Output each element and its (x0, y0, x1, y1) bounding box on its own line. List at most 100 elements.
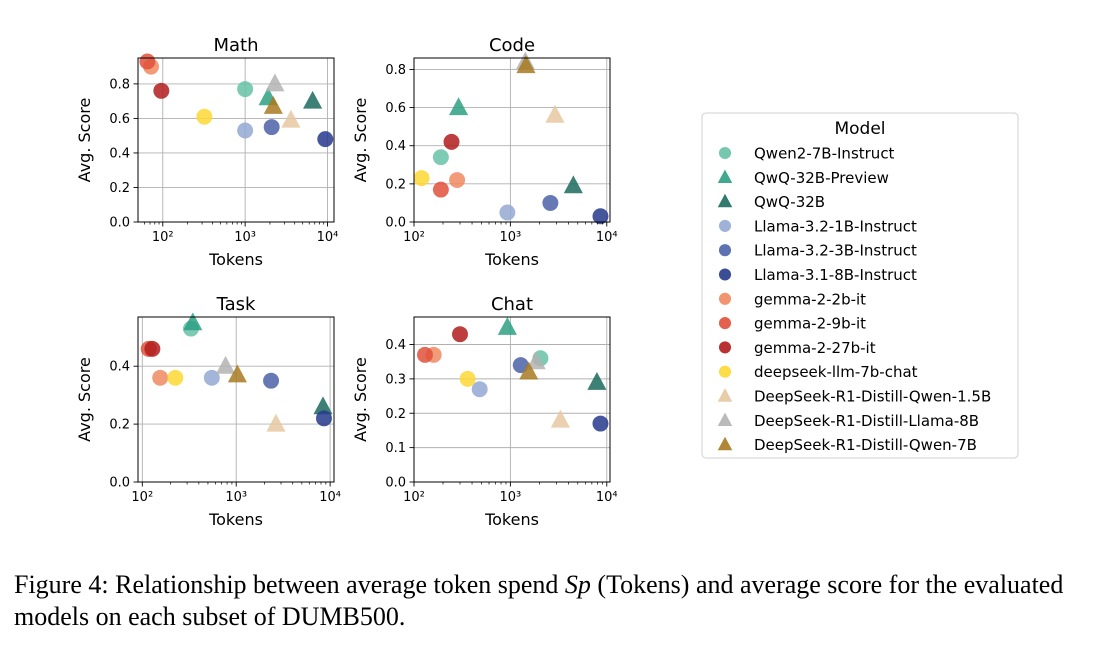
point-task-llama-3-2-1b-instruct (203, 369, 220, 386)
legend-marker-gemma-2-2b-it (718, 292, 732, 305)
point-math-deepseek-r1-distill-llama-8b (265, 73, 285, 92)
subplot-task: 10² 10³ 10⁴ 0.0 0.2 0.4 Task Tokens Avg. Score (75, 294, 341, 529)
point-task-deepseek-llm-7b-chat (167, 369, 184, 386)
subplot-title: Math (213, 35, 258, 56)
subplot-title: Code (489, 35, 535, 56)
legend-marker-qwen2-7b-instruct (718, 146, 732, 160)
legend-marker-deepseek-r1-distill-qwen-7b (717, 436, 733, 451)
x-tick-label: 10⁴ (596, 230, 618, 245)
y-tick-label: 0.2 (385, 177, 406, 192)
legend-item-deepseek-r1-distill-qwen-1-5b: DeepSeek-R1-Distill-Qwen-1.5B (717, 388, 991, 406)
legend-item-gemma-2-9b-it: gemma-2-9b-it (718, 315, 866, 333)
x-tick-label: 10⁴ (596, 490, 618, 505)
point-code-llama-3-2-1b-instruct (499, 204, 516, 221)
legend-item-qwq-32b: QwQ-32B (717, 193, 825, 211)
caption-text-end: . (398, 602, 406, 631)
point-math-gemma-2-9b-it (139, 53, 156, 70)
point-chat-llama-3-2-1b-instruct (471, 381, 488, 398)
point-chat-deepseek-r1-distill-qwen-1-5b (550, 409, 570, 428)
x-tick-label: 10³ (500, 230, 522, 245)
legend-item-gemma-2-2b-it: gemma-2-2b-it (718, 290, 866, 308)
legend-item-llama-3-1-8b-instruct: Llama-3.1-8B-Instruct (718, 266, 917, 284)
x-axis-label: Tokens (484, 250, 539, 269)
point-math-llama-3-1-8b-instruct (317, 131, 334, 148)
legend-label-deepseek-r1-distill-llama-8b: DeepSeek-R1-Distill-Llama-8B (754, 412, 979, 430)
y-tick-label: 0.0 (109, 216, 130, 231)
y-axis-label: Avg. Score (75, 98, 94, 183)
subplot-code: 10² 10³ 10⁴ 0.0 0.2 0.4 0.6 0.8 Code Tokens Avg. S… (351, 35, 618, 269)
y-tick-label: 0.8 (109, 77, 130, 92)
point-chat-qwq-32b (587, 371, 607, 390)
legend-box (701, 112, 1019, 459)
point-task-qwq-32b (313, 396, 333, 415)
point-chat-deepseek-llm-7b-chat (459, 370, 476, 387)
y-tick-label: 0.8 (385, 63, 406, 78)
x-tick-label: 10² (152, 230, 174, 245)
legend-label-qwq-32b: QwQ-32B (754, 193, 825, 211)
y-axis-label: Avg. Score (351, 357, 370, 442)
legend-label-llama-3-1-8b-instruct: Llama-3.1-8B-Instruct (754, 266, 917, 284)
legend-label-gemma-2-2b-it: gemma-2-2b-it (754, 290, 866, 308)
point-code-llama-3-2-3b-instruct (542, 194, 559, 211)
point-code-deepseek-r1-distill-qwen-1-5b (545, 104, 565, 123)
legend-marker-deepseek-r1-distill-qwen-1-5b (717, 388, 733, 402)
legend-item-qwen2-7b-instruct: Qwen2-7B-Instruct (718, 145, 895, 163)
x-axis-label: Tokens (484, 510, 539, 529)
y-tick-label: 0.2 (109, 181, 130, 196)
legend-label-deepseek-r1-distill-qwen-1-5b: DeepSeek-R1-Distill-Qwen-1.5B (754, 388, 991, 406)
legend-item-gemma-2-27b-it: gemma-2-27b-it (718, 339, 876, 357)
x-tick-label: 10² (403, 230, 425, 245)
caption-symbol: Sp (564, 570, 591, 599)
point-task-gemma-2-27b-it (144, 340, 161, 357)
legend-marker-gemma-2-27b-it (718, 341, 732, 354)
legend-label-llama-3-2-1b-instruct: Llama-3.2-1B-Instruct (754, 217, 917, 235)
y-tick-label: 0.0 (385, 216, 406, 231)
x-tick-label: 10⁴ (317, 230, 339, 245)
point-task-llama-3-2-3b-instruct (263, 372, 280, 389)
legend-label-deepseek-r1-distill-qwen-7b: DeepSeek-R1-Distill-Qwen-7B (754, 436, 977, 454)
point-code-llama-3-1-8b-instruct (592, 208, 609, 225)
point-code-qwq-32b-preview (449, 97, 469, 116)
y-tick-label: 0.4 (385, 338, 406, 353)
point-chat-llama-3-1-8b-instruct (592, 415, 609, 432)
point-math-llama-3-2-1b-instruct (237, 122, 254, 139)
point-math-deepseek-r1-distill-qwen-7b (263, 95, 283, 114)
legend-label-llama-3-2-3b-instruct: Llama-3.2-3B-Instruct (754, 242, 917, 260)
plot-frame (413, 316, 611, 483)
figure-caption: Figure 4: Relationship between average t… (14, 569, 1099, 633)
point-math-gemma-2-27b-it (153, 82, 170, 99)
point-chat-llama-3-2-3b-instruct (512, 357, 529, 374)
y-axis-label: Avg. Score (75, 357, 94, 442)
x-tick-label: 10² (131, 490, 153, 505)
subplot-math: 10² 10³ 10⁴ 0.0 0.2 0.4 0.6 0.8 Math Tokens Avg. S… (75, 35, 338, 269)
y-tick-label: 0.3 (385, 372, 406, 387)
legend-item-llama-3-2-1b-instruct: Llama-3.2-1B-Instruct (718, 217, 917, 235)
point-math-qwen2-7b-instruct (237, 81, 254, 98)
subplot-title: Task (216, 294, 256, 315)
legend-title: Model (834, 119, 885, 139)
y-tick-label: 0.2 (385, 407, 406, 422)
subplot-chat: 10² 10³ 10⁴ 0.0 0.1 0.2 0.3 0.4 Chat Tokens Avg. S… (351, 294, 618, 529)
x-tick-label: 10³ (234, 230, 256, 245)
point-code-gemma-2-9b-it (432, 181, 449, 198)
x-tick-label: 10² (403, 490, 425, 505)
legend-label-gemma-2-9b-it: gemma-2-9b-it (754, 315, 866, 333)
x-tick-label: 10⁴ (319, 490, 341, 505)
point-chat-qwq-32b-preview (497, 316, 517, 335)
y-tick-label: 0.0 (385, 476, 406, 491)
point-task-llama-3-1-8b-instruct (315, 410, 332, 427)
y-tick-label: 0.1 (385, 441, 406, 456)
caption-dataset: DUMB (281, 602, 360, 631)
x-tick-label: 10³ (225, 490, 247, 505)
legend-marker-deepseek-llm-7b-chat (718, 365, 732, 378)
legend-label-qwen2-7b-instruct: Qwen2-7B-Instruct (754, 145, 895, 163)
point-code-gemma-2-27b-it (443, 133, 460, 150)
legend-marker-qwq-32b-preview (717, 169, 733, 183)
point-code-qwq-32b (563, 175, 583, 194)
y-axis-label: Avg. Score (351, 98, 370, 183)
legend-marker-gemma-2-9b-it (718, 317, 732, 330)
x-axis-label: Tokens (208, 250, 263, 269)
plot-frame (413, 57, 611, 223)
caption-text-middle: (Tokens) and average score for the evalu… (14, 570, 1064, 631)
